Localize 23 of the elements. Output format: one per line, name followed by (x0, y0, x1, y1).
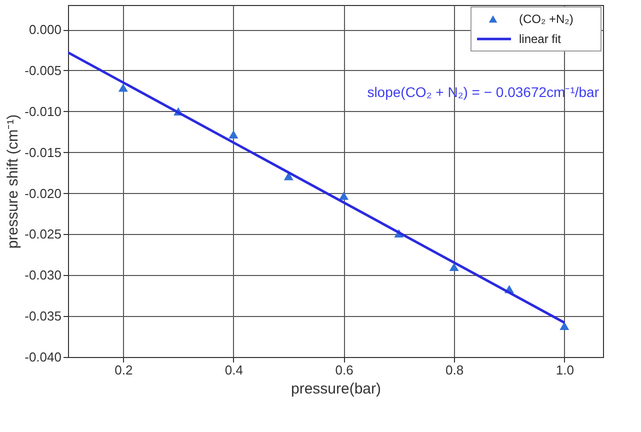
x-axis-title: pressure(bar) (290, 380, 382, 398)
x-tick-label: 0.6 (335, 362, 354, 378)
x-tick-label: 1.0 (556, 362, 574, 378)
x-tick-label: 0.2 (114, 362, 133, 378)
point (228, 130, 238, 138)
y-tick-label: -0.005 (24, 62, 62, 78)
legend-label: (CO₂ +N₂) (519, 12, 574, 26)
point (339, 192, 349, 200)
x-tick-label: 0.8 (446, 362, 464, 378)
point (118, 84, 128, 92)
x-tick-label: 0.4 (224, 362, 244, 378)
y-axis-title: pressure shift (cm⁻¹) (4, 114, 22, 249)
y-tick-label: -0.020 (24, 186, 62, 201)
point (449, 262, 459, 272)
y-tick-label: -0.015 (24, 144, 62, 160)
y-tick-label: -0.030 (24, 268, 62, 283)
y-tick-label: -0.010 (24, 104, 62, 119)
y-tick-label: -0.025 (24, 226, 62, 242)
y-tick-label: 0.000 (28, 22, 62, 38)
point (560, 322, 570, 330)
legend-label: linear fit (519, 32, 562, 46)
y-tick-label: -0.040 (24, 350, 62, 364)
y-tick-label: -0.035 (24, 308, 62, 324)
